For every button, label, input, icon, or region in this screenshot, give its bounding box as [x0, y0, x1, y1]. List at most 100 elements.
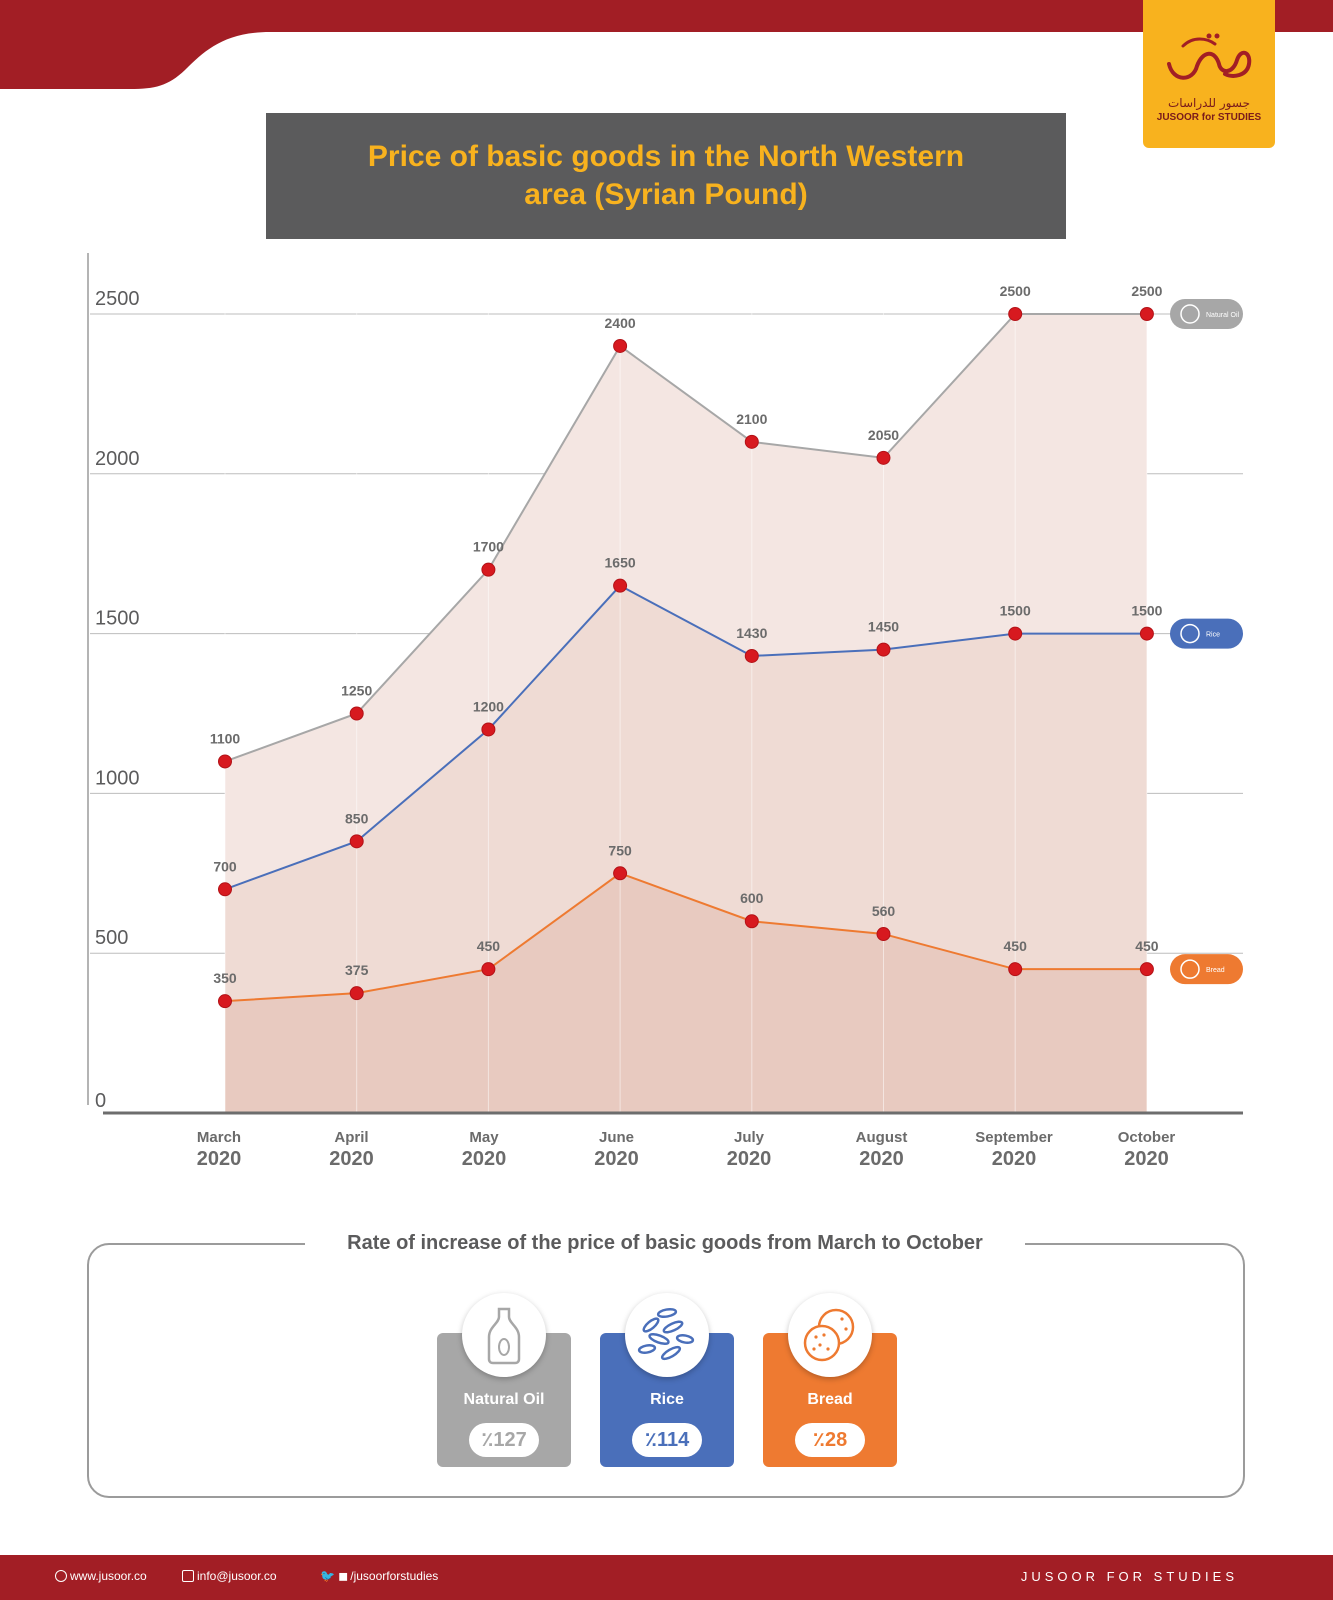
data-point [1008, 962, 1023, 977]
data-point [218, 754, 232, 769]
data-point [744, 914, 759, 929]
series-area [225, 873, 1147, 1113]
data-label: 750 [608, 842, 632, 858]
footer-social[interactable]: 🐦 ◼/jusoorforstudies [320, 1569, 438, 1583]
y-tick-label: 500 [95, 927, 128, 949]
data-point [218, 882, 232, 897]
data-point [349, 986, 364, 1001]
legend-label: Rice [1206, 632, 1220, 639]
data-label: 2500 [1131, 283, 1162, 299]
data-point [1139, 626, 1154, 641]
x-tick-year: 2020 [594, 1148, 639, 1170]
data-label: 1100 [210, 730, 241, 746]
x-tick-year: 2020 [727, 1148, 772, 1170]
rate-card-label: Rice [650, 1391, 684, 1408]
data-point [349, 834, 364, 849]
rice-icon [1180, 623, 1200, 644]
logo-english-text: JUSOOR for STUDIES [1156, 112, 1262, 123]
bottle-icon [1180, 304, 1200, 324]
data-label: 450 [1004, 938, 1028, 954]
logo-arabic-text: جسور للدراسات [1168, 96, 1250, 110]
data-point [1008, 626, 1023, 641]
footer-brand: JUSOOR FOR STUDIES [1020, 1569, 1238, 1584]
data-label: 1250 [341, 683, 372, 699]
data-label: 600 [740, 890, 764, 906]
rate-card-bread: Bread ٪28 [763, 1293, 897, 1467]
data-label: 450 [1135, 938, 1159, 954]
x-tick-year: 2020 [1124, 1148, 1169, 1170]
rate-card-value: ٪114 [632, 1423, 702, 1457]
x-tick-year: 2020 [329, 1148, 374, 1170]
x-tick-month: June [599, 1129, 634, 1146]
x-tick-year: 2020 [992, 1148, 1037, 1170]
data-point [481, 722, 496, 737]
data-label: 700 [213, 858, 237, 874]
data-label: 850 [345, 810, 369, 826]
footer-website[interactable]: www.jusoor.co [55, 1569, 147, 1583]
page-title: Price of basic goods in the North Wester… [367, 140, 965, 211]
y-tick-label: 1500 [95, 608, 140, 630]
social-icons: 🐦 ◼ [320, 1569, 349, 1583]
x-tick-month: March [197, 1129, 241, 1146]
data-point [744, 434, 759, 449]
rate-title: Rate of increase of the price of basic g… [305, 1230, 1025, 1256]
data-label: 2400 [605, 315, 636, 331]
y-tick-label: 2000 [95, 448, 140, 470]
data-label: 350 [213, 970, 237, 986]
x-tick-year: 2020 [197, 1148, 242, 1170]
x-tick-month: October [1118, 1129, 1176, 1146]
jusoor-logo: جسور للدراسات JUSOOR for STUDIES [1143, 0, 1275, 148]
data-point [876, 927, 891, 942]
legend-pill [1170, 618, 1243, 649]
x-tick-month: September [975, 1129, 1053, 1146]
footer-website-text: www.jusoor.co [70, 1569, 147, 1583]
footer-social-text: /jusoorforstudies [350, 1569, 439, 1583]
y-tick-label: 1000 [95, 767, 140, 789]
legend-label: Natural Oil [1206, 312, 1240, 319]
chart-title-box: Price of basic goods in the North Wester… [266, 113, 1066, 239]
rate-card-natural-oil: Natural Oil ٪127 [437, 1293, 571, 1467]
data-point [481, 962, 496, 977]
data-label: 1430 [736, 625, 767, 641]
data-label: 2050 [868, 427, 899, 443]
logo-calligraphy-icon [1167, 33, 1252, 80]
mail-icon [182, 1570, 194, 1582]
x-tick-year: 2020 [859, 1148, 904, 1170]
rice-icon [637, 1307, 695, 1361]
x-tick-year: 2020 [462, 1148, 507, 1170]
data-label: 450 [477, 938, 501, 954]
header-band [0, 0, 1333, 89]
series-line [224, 313, 1147, 763]
rate-card-value: ٪127 [469, 1423, 539, 1457]
footer-email[interactable]: info@jusoor.co [182, 1569, 277, 1583]
rate-card-icon-circle [625, 1293, 709, 1377]
series-line [224, 584, 1147, 891]
x-tick-month: April [334, 1129, 368, 1146]
data-point [349, 706, 364, 721]
data-label: 2100 [736, 411, 767, 427]
data-label: 560 [872, 903, 896, 919]
data-point [1139, 307, 1154, 321]
bottle-icon [487, 1307, 521, 1365]
rate-card-label: Bread [807, 1391, 853, 1408]
series-line [224, 872, 1147, 1003]
data-point [481, 562, 496, 577]
rate-card-icon-circle [462, 1293, 546, 1377]
data-point [744, 648, 759, 663]
rate-card-value: ٪28 [795, 1423, 865, 1457]
bread-icon [1180, 959, 1200, 979]
data-point [218, 994, 232, 1009]
footer-email-text: info@jusoor.co [197, 1569, 277, 1583]
y-tick-label: 0 [95, 1090, 106, 1112]
legend-label: Bread [1206, 967, 1225, 974]
x-tick-month: July [734, 1129, 765, 1146]
legend-pill [1170, 954, 1243, 985]
bread-icon [803, 1308, 855, 1362]
data-label: 1500 [1000, 603, 1031, 619]
data-point [613, 866, 628, 881]
x-tick-month: May [469, 1129, 499, 1146]
rate-card-label: Natural Oil [463, 1391, 545, 1408]
price-chart: 0 500 1000 1500 2000 2500 1100 1250 1700 2400 2100… [87, 253, 1243, 1170]
data-point [1008, 307, 1023, 321]
data-label: 2500 [1000, 283, 1031, 299]
